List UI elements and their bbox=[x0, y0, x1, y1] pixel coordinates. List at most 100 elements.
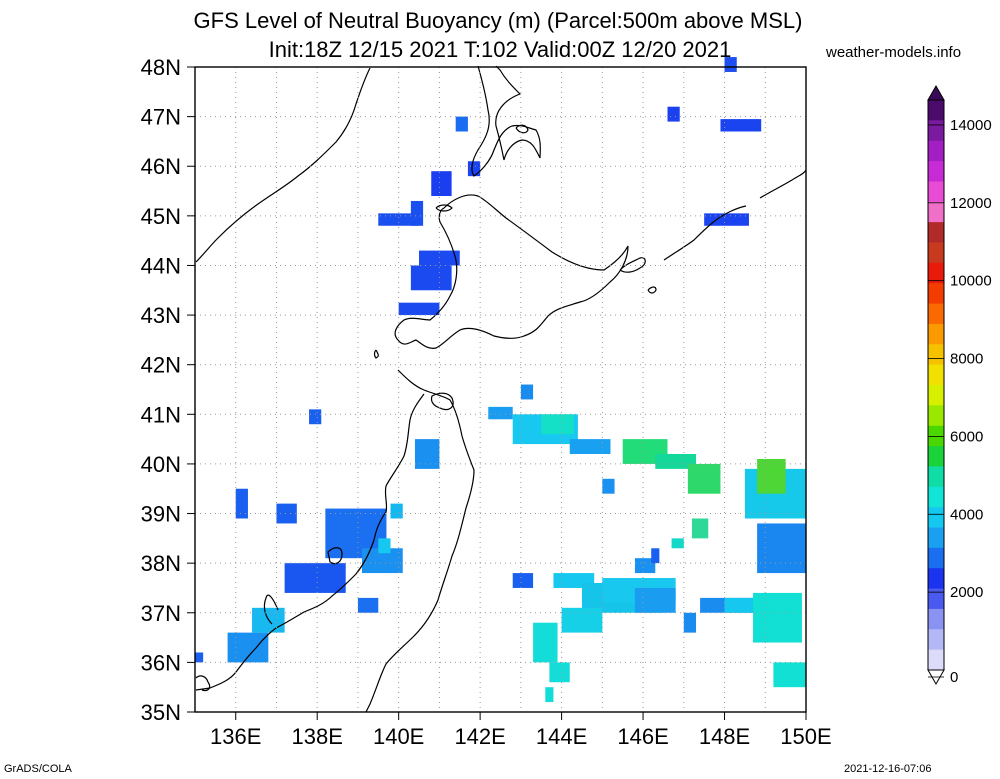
buoyancy-cell bbox=[309, 409, 322, 425]
colorbar-segment bbox=[928, 588, 944, 610]
buoyancy-cell bbox=[687, 463, 721, 494]
buoyancy-cell bbox=[467, 161, 481, 177]
buoyancy-cell bbox=[602, 478, 615, 494]
buoyancy-cell bbox=[410, 265, 452, 291]
lon-tick-label: 150E bbox=[780, 724, 831, 749]
buoyancy-cell bbox=[757, 458, 786, 494]
buoyancy-cell bbox=[398, 302, 440, 316]
buoyancy-cell bbox=[284, 563, 346, 593]
colorbar-label: 12000 bbox=[950, 195, 992, 212]
buoyancy-cell bbox=[655, 454, 697, 469]
colorbar-segment bbox=[928, 222, 944, 243]
coastline bbox=[195, 65, 807, 713]
colorbar-segment bbox=[928, 140, 944, 162]
colorbar-label: 0 bbox=[950, 669, 958, 686]
buoyancy-cell bbox=[549, 662, 570, 683]
lon-tick-label: 136E bbox=[210, 724, 261, 749]
buoyancy-cell bbox=[357, 597, 379, 613]
chart-title: GFS Level of Neutral Buoyancy (m) (Parce… bbox=[193, 8, 803, 33]
colorbar-segment bbox=[928, 507, 944, 528]
buoyancy-cell bbox=[569, 439, 611, 454]
buoyancy-cell bbox=[720, 119, 762, 132]
buoyancy-cell bbox=[378, 213, 420, 226]
lon-tick-label: 138E bbox=[292, 724, 343, 749]
lat-tick-label: 47N bbox=[141, 105, 181, 130]
buoyancy-cell bbox=[704, 213, 749, 226]
buoyancy-field bbox=[195, 57, 806, 703]
colorbar-segment bbox=[928, 100, 944, 121]
buoyancy-cell bbox=[561, 607, 603, 633]
colorbar-segment bbox=[928, 120, 944, 142]
buoyancy-cell bbox=[634, 587, 676, 613]
footer-right: 2021-12-16-07:06 bbox=[844, 763, 932, 775]
buoyancy-cell bbox=[378, 538, 391, 554]
colorbar-segment bbox=[928, 181, 944, 203]
buoyancy-cell bbox=[773, 662, 806, 688]
colorbar-segment bbox=[928, 466, 944, 488]
lat-tick-label: 46N bbox=[141, 154, 181, 179]
buoyancy-cell bbox=[724, 57, 737, 72]
buoyancy-cell bbox=[520, 384, 534, 400]
buoyancy-cell bbox=[671, 538, 684, 549]
footer-left: GrADS/COLA bbox=[4, 763, 72, 775]
colorbar-label: 14000 bbox=[950, 117, 992, 134]
lat-tick-label: 35N bbox=[141, 700, 181, 725]
buoyancy-cell bbox=[683, 612, 697, 633]
lat-tick-label: 41N bbox=[141, 402, 181, 427]
colorbar-label: 10000 bbox=[950, 273, 992, 290]
buoyancy-cell bbox=[533, 622, 558, 663]
buoyancy-cell bbox=[488, 406, 513, 420]
buoyancy-cell bbox=[455, 116, 468, 132]
buoyancy-cell bbox=[227, 632, 269, 663]
lat-tick-label: 39N bbox=[141, 502, 181, 527]
colorbar-segment bbox=[928, 323, 944, 345]
buoyancy-cell bbox=[757, 523, 806, 574]
buoyancy-cell bbox=[276, 503, 297, 524]
colorbar-segment bbox=[928, 344, 944, 366]
buoyancy-cell bbox=[512, 573, 534, 588]
site-label: weather-models.info bbox=[826, 44, 962, 61]
colorbar-label: 6000 bbox=[950, 428, 983, 445]
lon-tick-label: 148E bbox=[699, 724, 750, 749]
colorbar-segment bbox=[928, 283, 944, 305]
buoyancy-cell bbox=[691, 518, 709, 539]
buoyancy-cell bbox=[667, 106, 680, 122]
lat-tick-label: 42N bbox=[141, 353, 181, 378]
colorbar-segment bbox=[928, 568, 944, 590]
colorbar-segment bbox=[928, 649, 944, 671]
gridlines bbox=[195, 67, 806, 712]
lat-tick-label: 37N bbox=[141, 601, 181, 626]
lon-tick-label: 140E bbox=[373, 724, 424, 749]
colorbar-segment bbox=[928, 405, 944, 427]
lat-tick-label: 48N bbox=[141, 55, 181, 80]
colorbar-label: 8000 bbox=[950, 351, 983, 368]
lon-tick-label: 144E bbox=[536, 724, 587, 749]
colorbar-segment bbox=[928, 527, 944, 549]
colorbar-segment bbox=[928, 303, 944, 325]
buoyancy-cell bbox=[195, 652, 204, 663]
buoyancy-cell bbox=[541, 414, 574, 435]
colorbar-top-arrow bbox=[927, 84, 945, 101]
lat-tick-label: 36N bbox=[141, 650, 181, 675]
colorbar-segment bbox=[928, 161, 944, 182]
buoyancy-cell bbox=[545, 687, 554, 703]
buoyancy-cell bbox=[753, 592, 802, 643]
colorbar-label: 4000 bbox=[950, 506, 983, 523]
buoyancy-cell bbox=[235, 488, 248, 519]
buoyancy-cell bbox=[634, 558, 656, 574]
colorbar-segment bbox=[928, 364, 944, 386]
lat-tick-label: 44N bbox=[141, 253, 181, 278]
colorbar-segment bbox=[928, 486, 944, 508]
colorbar-segment bbox=[928, 446, 944, 467]
lat-tick-label: 38N bbox=[141, 551, 181, 576]
colorbar-segment bbox=[928, 242, 944, 264]
colorbar-segment bbox=[928, 547, 944, 569]
lat-tick-label: 40N bbox=[141, 452, 181, 477]
chart-subtitle: Init:18Z 12/15 2021 T:102 Valid:00Z 12/2… bbox=[268, 37, 732, 62]
lon-tick-label: 142E bbox=[454, 724, 505, 749]
latitude-labels: 48N 47N 46N 45N 44N 43N 42N 41N 40N 39N 38N 37N 36N 3… bbox=[141, 55, 195, 725]
colorbar-frame bbox=[927, 99, 945, 671]
colorbar-segment bbox=[928, 608, 944, 630]
buoyancy-cell bbox=[390, 503, 403, 519]
buoyancy-cell bbox=[410, 200, 424, 226]
